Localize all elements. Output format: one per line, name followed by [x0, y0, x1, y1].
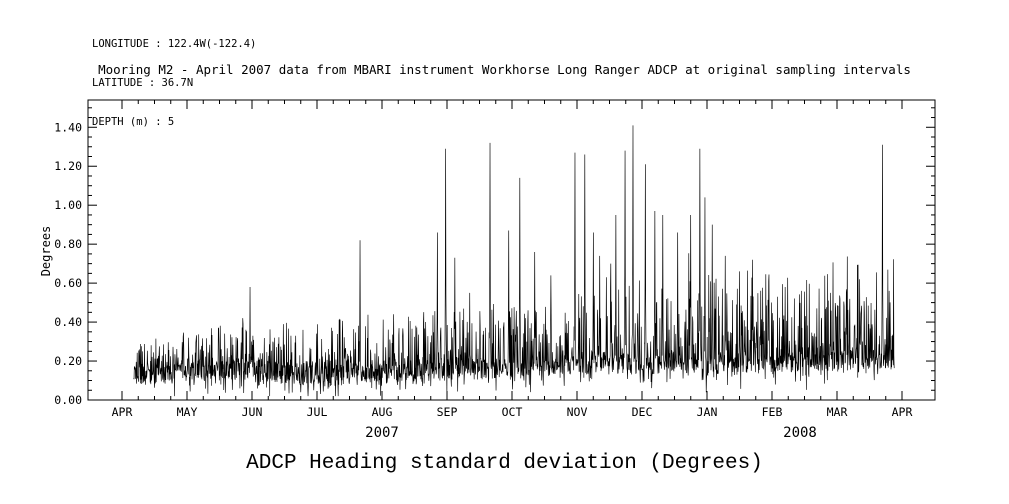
- x-tick-label: JUN: [242, 405, 263, 419]
- x-tick-label: AUG: [372, 405, 393, 419]
- x-tick-label: JUL: [307, 405, 328, 419]
- y-tick-label: 1.40: [54, 120, 82, 134]
- x-tick-label: MAR: [827, 405, 848, 419]
- x-tick-label: JAN: [697, 405, 718, 419]
- y-tick-label: 1.20: [54, 159, 82, 173]
- x-tick-label: DEC: [632, 405, 653, 419]
- year-label-2007: 2007: [365, 425, 399, 441]
- x-tick-label: APR: [892, 405, 913, 419]
- chart-title: Mooring M2 - April 2007 data from MBARI …: [98, 62, 911, 77]
- x-tick-label: APR: [112, 405, 133, 419]
- x-tick-label: SEP: [437, 405, 458, 419]
- longitude-label: LONGITUDE : 122.4W(-122.4): [92, 38, 257, 50]
- latitude-label: LATITUDE : 36.7N: [92, 77, 194, 89]
- x-tick-label: OCT: [502, 405, 523, 419]
- y-tick-label: 0.00: [54, 393, 82, 407]
- y-tick-label: 0.40: [54, 315, 82, 329]
- y-tick-label: 0.80: [54, 237, 82, 251]
- y-tick-label: 1.00: [54, 198, 82, 212]
- depth-label: DEPTH (m) : 5: [92, 116, 175, 128]
- data-series-line: [133, 125, 895, 397]
- station-metadata: LONGITUDE : 122.4W(-122.4) LATITUDE : 36…: [92, 12, 256, 155]
- y-tick-label: 0.20: [54, 354, 82, 368]
- x-tick-label: FEB: [762, 405, 783, 419]
- y-tick-label: 0.60: [54, 276, 82, 290]
- figure-caption: ADCP Heading standard deviation (Degrees…: [246, 452, 763, 475]
- x-tick-label: NOV: [567, 405, 588, 419]
- x-tick-label: MAY: [177, 405, 198, 419]
- year-label-2008: 2008: [783, 425, 817, 441]
